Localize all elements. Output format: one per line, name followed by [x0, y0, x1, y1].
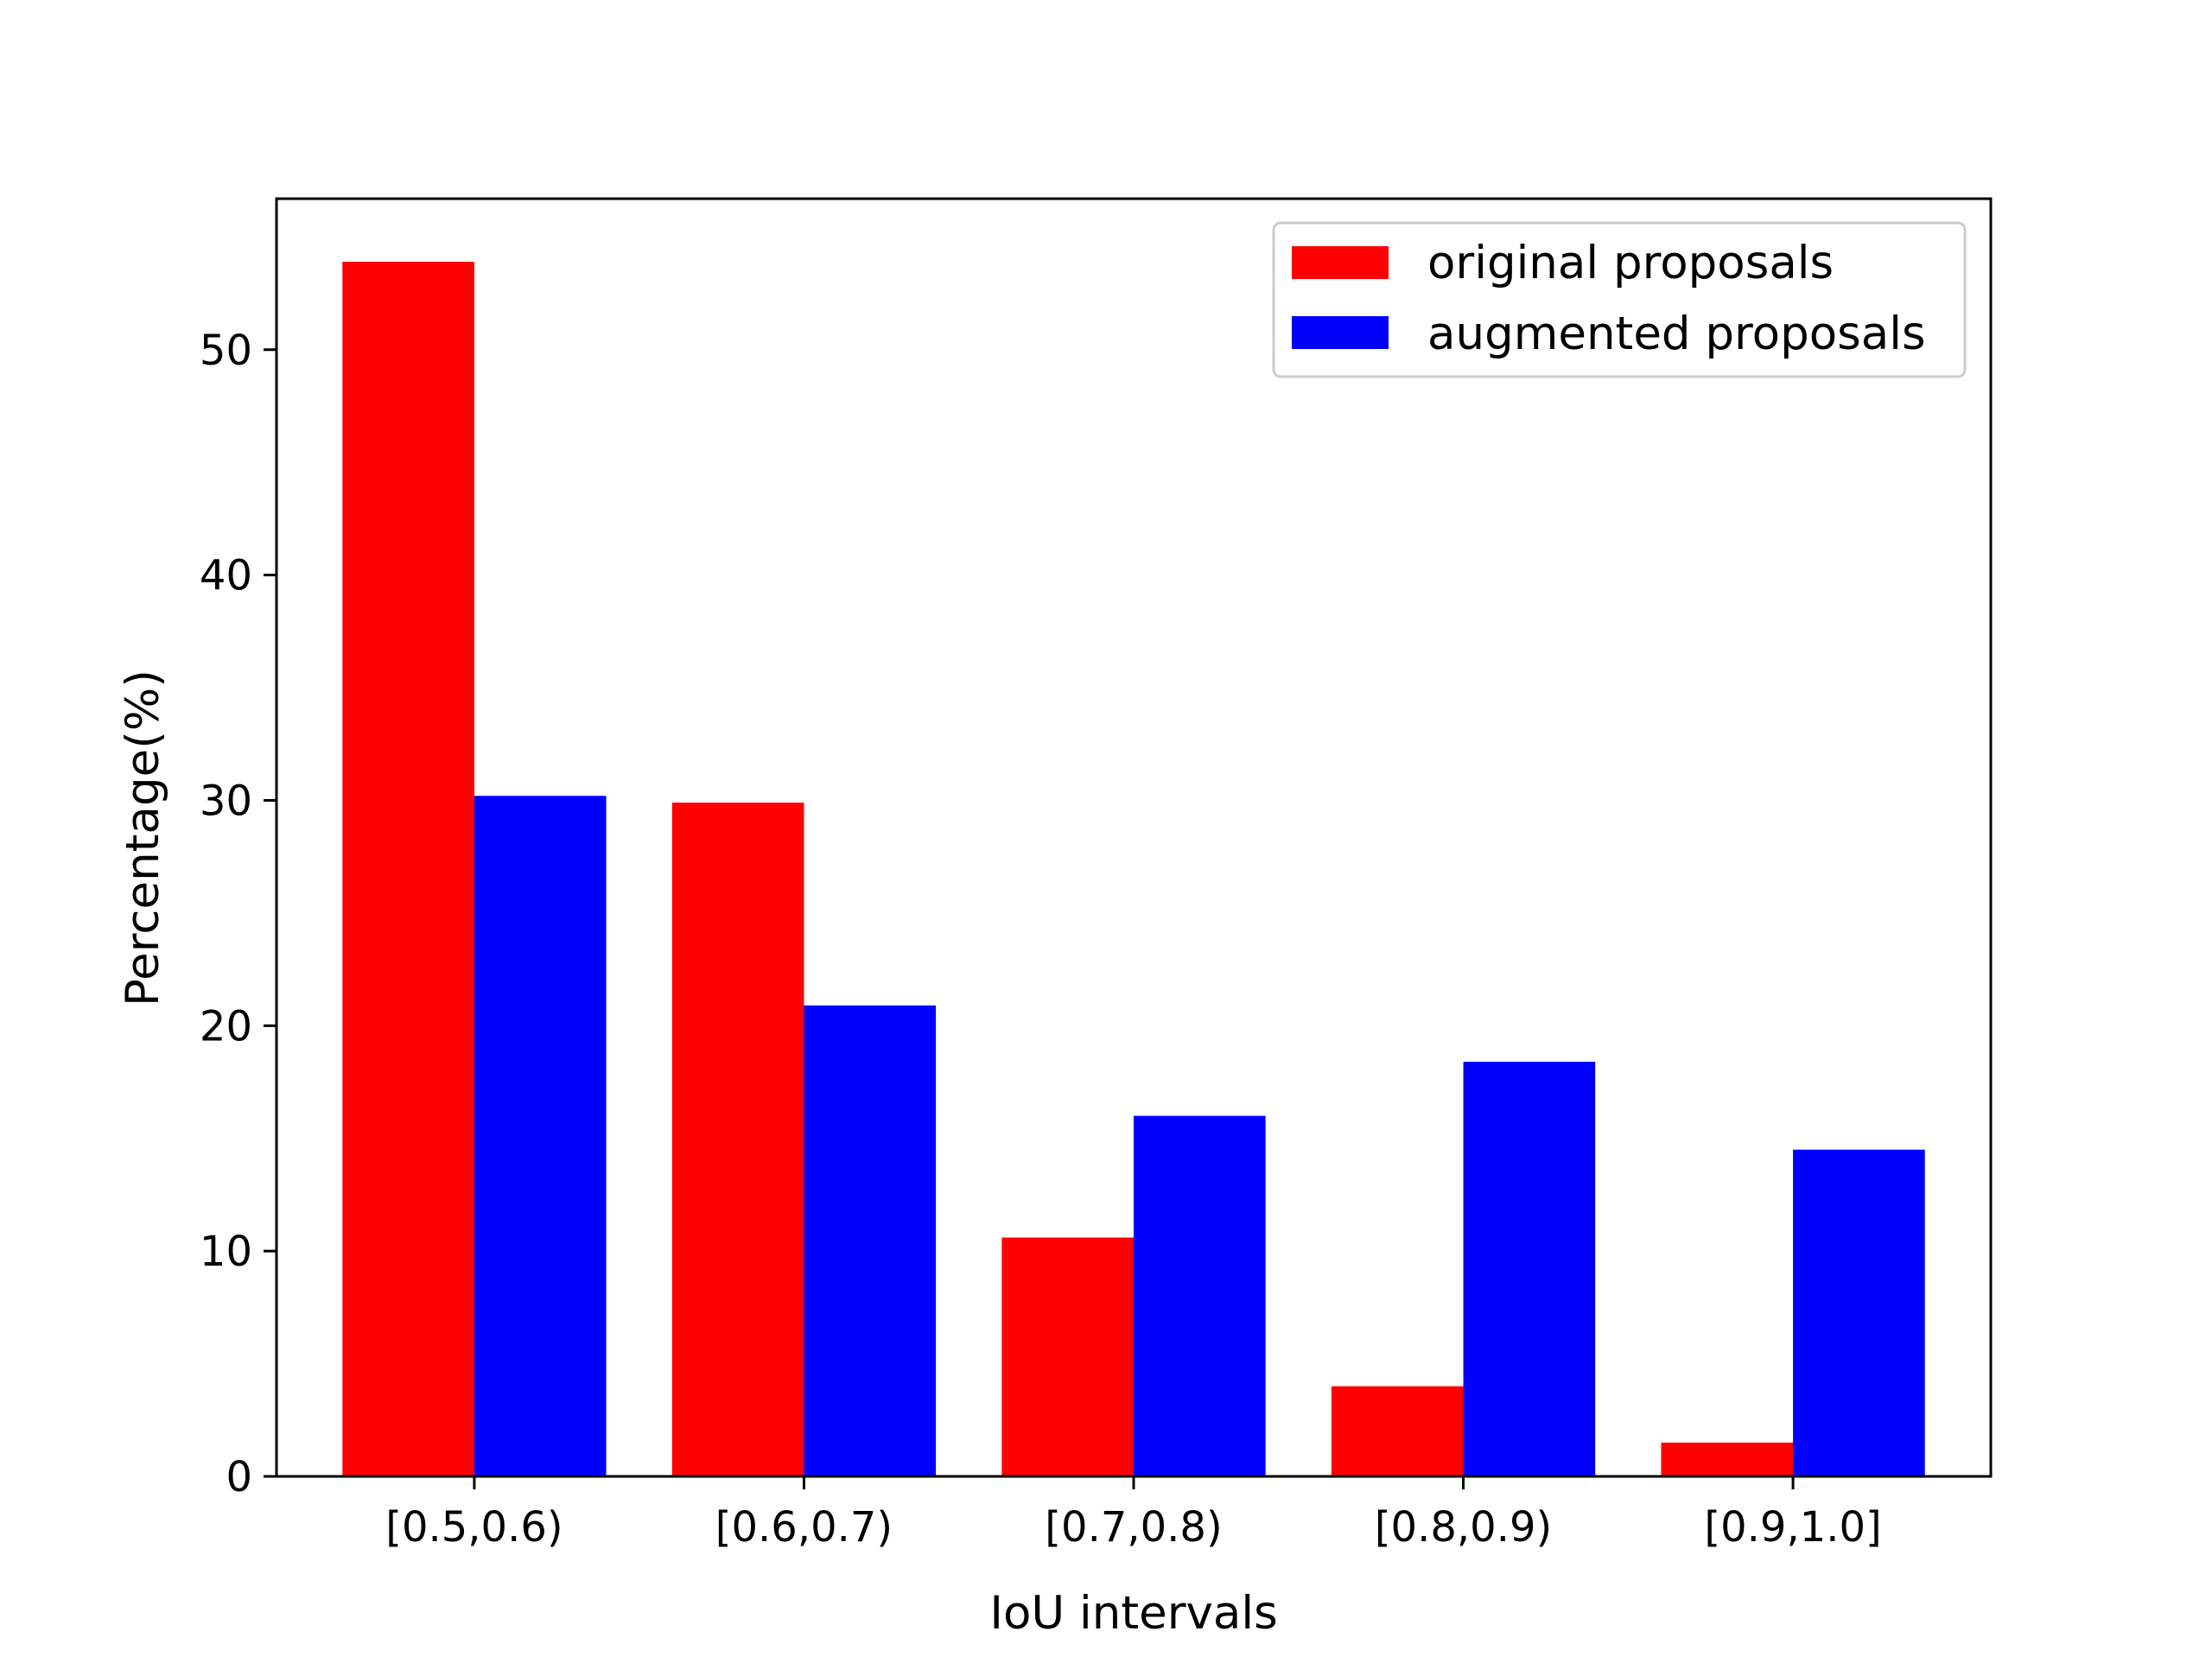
bar-original-proposals-3: [1001, 1237, 1134, 1476]
bar-augmented-proposals-5: [1793, 1149, 1925, 1476]
x-tick-label: [0.8,0.9): [1375, 1503, 1552, 1552]
y-tick-label: 0: [226, 1453, 252, 1501]
y-tick-label: 40: [200, 552, 252, 600]
y-tick-label: 20: [200, 1002, 252, 1050]
legend: original proposals augmented proposals: [1272, 221, 1967, 378]
legend-swatch-augmented-proposals: [1292, 316, 1389, 349]
y-tick-label: 30: [200, 777, 252, 825]
bar-augmented-proposals-4: [1463, 1062, 1596, 1476]
bar-original-proposals-1: [342, 262, 474, 1476]
bar-original-proposals-2: [671, 803, 804, 1476]
x-tick-label: [0.7,0.8): [1045, 1503, 1222, 1552]
bar-augmented-proposals-2: [804, 1005, 937, 1476]
bar-original-proposals-5: [1661, 1442, 1794, 1476]
legend-swatch-original-proposals: [1292, 246, 1389, 279]
x-tick-label: [0.9,1.0]: [1704, 1503, 1881, 1552]
bars-group: [342, 262, 1925, 1476]
bar-augmented-proposals-1: [474, 796, 607, 1476]
bar-original-proposals-4: [1331, 1386, 1464, 1476]
x-axis-label: IoU intervals: [989, 1587, 1277, 1640]
x-axis-ticks: [0.5,0.6) [0.6,0.7) [0.7,0.8) [0.8,0.9) [0.9…: [385, 1476, 1882, 1552]
y-axis-ticks: 0 10 20 30 40 50: [200, 327, 276, 1501]
legend-label-augmented-proposals: augmented proposals: [1427, 308, 1926, 360]
legend-label-original-proposals: original proposals: [1427, 237, 1834, 289]
x-tick-label: [0.6,0.7): [715, 1503, 893, 1552]
bar-augmented-proposals-3: [1134, 1115, 1266, 1476]
plot-frame: [275, 197, 1993, 1478]
x-tick-label: [0.5,0.6): [385, 1503, 563, 1552]
y-axis-label: Percentage(%): [117, 670, 169, 1006]
y-tick-label: 50: [200, 327, 252, 375]
legend-frame: [1272, 221, 1967, 378]
y-tick-label: 10: [200, 1228, 252, 1276]
